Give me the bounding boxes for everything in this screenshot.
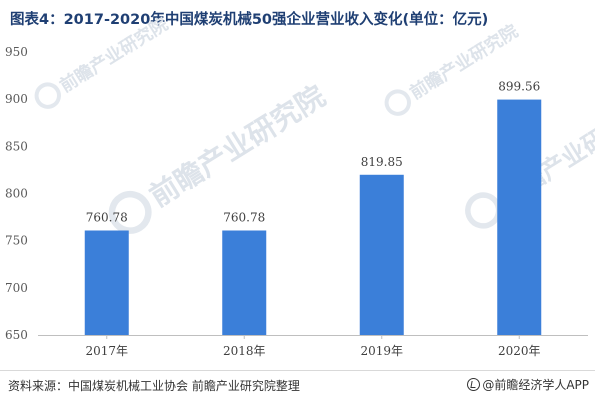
watermark-circle-icon	[34, 82, 61, 109]
data-label: 819.85	[361, 155, 403, 169]
data-label: 760.78	[86, 210, 128, 224]
watermark-circle-icon	[384, 89, 411, 116]
bar-1	[84, 230, 129, 335]
y-tick-label: 950	[5, 45, 28, 59]
watermark-text: 前瞻产业研究院	[143, 78, 331, 213]
bar-4	[497, 99, 542, 336]
x-tick-label: 2020年	[498, 344, 541, 358]
y-tick-label: 700	[5, 281, 28, 295]
y-tick-label: 750	[5, 234, 28, 248]
chart-title: 图表4：2017-2020年中国煤炭机械50强企业营业收入变化(单位：亿元)	[10, 12, 489, 28]
brand-credit-text: @前瞻经济学人APP	[482, 378, 589, 392]
y-tick-label: 800	[5, 187, 28, 201]
bars-group: 760.78 760.78 819.85 899.56	[84, 80, 542, 336]
x-axis: 2017年 2018年 2019年 2020年	[38, 335, 588, 358]
bar-3	[359, 174, 404, 335]
y-axis: 650 700 750 800 850 900 950	[5, 45, 28, 342]
brand-logo-icon	[467, 378, 481, 391]
y-tick-label: 850	[5, 139, 28, 153]
x-tick-label: 2017年	[85, 344, 128, 358]
bar-2	[222, 230, 267, 335]
watermark-logo-2: 前瞻产业研究院	[108, 78, 331, 234]
watermark-text: 前瞻产业研究院	[56, 14, 172, 97]
watermark-circle-icon	[108, 190, 152, 234]
x-tick-label: 2018年	[223, 344, 266, 358]
x-tick-label: 2019年	[360, 344, 403, 358]
y-tick-label: 650	[5, 328, 28, 342]
y-tick-label: 900	[5, 92, 28, 106]
watermark-logo-1: 前瞻产业研究院	[34, 14, 172, 109]
data-label: 760.78	[223, 210, 265, 224]
data-label: 899.56	[498, 80, 540, 94]
watermark-circle-icon	[465, 192, 502, 229]
brand-credit: @前瞻经济学人APP	[467, 376, 589, 393]
footer: 资料来源：中国煤炭机械工业协会 前瞻产业研究院整理 @前瞻经济学人APP	[0, 370, 595, 406]
source-note: 资料来源：中国煤炭机械工业协会 前瞻产业研究院整理	[8, 379, 300, 393]
